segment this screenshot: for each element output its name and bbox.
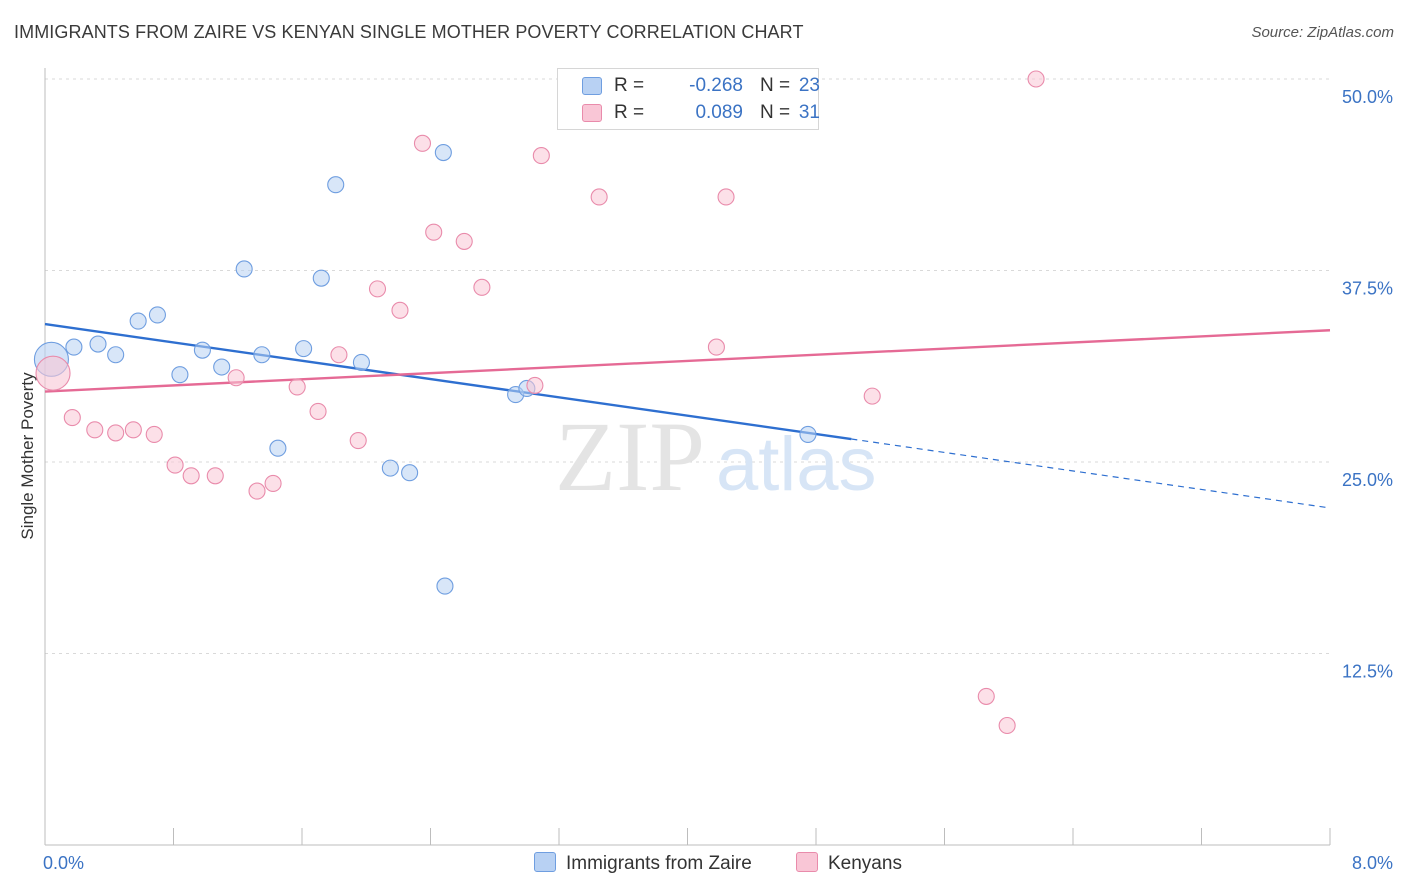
y-tick-label: 50.0% <box>1342 87 1393 107</box>
data-point-series-1 <box>248 482 266 500</box>
data-point-series-0 <box>193 341 211 359</box>
data-point-series-0 <box>401 464 419 482</box>
bottom-legend-kenyans: Kenyans <box>796 852 902 875</box>
data-point-series-1 <box>863 387 881 405</box>
data-point-series-1 <box>166 456 184 474</box>
data-point-series-0 <box>434 143 452 162</box>
x-tick-labels: 0.0% 8.0% <box>43 853 1393 873</box>
data-point-series-1 <box>368 280 387 298</box>
bottom-legend-label-kenyans: Kenyans <box>828 853 902 874</box>
data-point-series-1 <box>532 147 550 165</box>
bottom-legend-label-zaire: Immigrants from Zaire <box>566 853 752 874</box>
correlation-legend: R = -0.268 N = 23 R = 0.089 N = 31 <box>557 68 820 130</box>
data-point-series-1 <box>526 376 544 394</box>
x-tick-label: 8.0% <box>1352 853 1393 873</box>
data-point-series-1 <box>707 338 725 356</box>
data-point-series-1 <box>124 421 142 439</box>
legend-n-label: N = <box>760 102 791 123</box>
data-point-series-0 <box>148 306 166 324</box>
data-point-series-1 <box>998 716 1016 735</box>
data-point-series-0 <box>213 358 231 376</box>
data-point-series-0 <box>269 439 287 457</box>
data-point-series-0 <box>107 346 125 364</box>
data-point-series-1 <box>455 232 473 250</box>
data-point-series-1 <box>330 346 348 364</box>
data-point-series-0 <box>436 577 454 595</box>
data-point-series-0 <box>89 335 107 353</box>
gridlines <box>45 78 1330 654</box>
data-point-series-0 <box>65 338 83 356</box>
legend-r-value-kenyans: 0.089 <box>695 102 743 123</box>
data-point-series-1 <box>227 369 245 387</box>
y-tick-labels: 12.5% 25.0% 37.5% 50.0% <box>1342 87 1393 682</box>
data-point-series-1 <box>63 409 81 427</box>
data-point-series-1 <box>717 188 735 206</box>
source-credit: Source: ZipAtlas.com <box>1251 24 1394 41</box>
trend-line-0 <box>44 322 852 441</box>
watermark-zip: ZIP <box>555 401 705 512</box>
data-point-series-0 <box>312 269 330 287</box>
x-tick-label: 0.0% <box>43 853 84 873</box>
y-tick-label: 12.5% <box>1342 662 1393 682</box>
trend-line-extension-0 <box>851 438 1331 509</box>
data-point-series-1 <box>349 432 367 450</box>
data-point-series-1 <box>473 278 491 296</box>
data-point-series-1 <box>107 424 125 442</box>
data-point-series-1 <box>977 687 995 705</box>
trend-lines <box>44 322 1331 509</box>
data-point-series-0 <box>129 312 147 330</box>
data-point-series-0 <box>352 353 370 371</box>
data-points <box>33 70 1045 735</box>
data-point-series-1 <box>182 467 200 485</box>
data-point-series-0 <box>799 425 817 443</box>
watermark-atlas: atlas <box>716 422 877 507</box>
data-point-series-1 <box>413 134 432 152</box>
data-point-series-1 <box>425 223 443 241</box>
data-point-series-0 <box>235 260 253 278</box>
y-tick-label: 25.0% <box>1342 470 1393 490</box>
data-point-series-1 <box>264 474 282 492</box>
y-axis-label: Single Mother Poverty <box>18 372 37 540</box>
data-point-series-0 <box>171 366 189 384</box>
bottom-legend-swatch-zaire <box>534 852 556 872</box>
chart-title: IMMIGRANTS FROM ZAIRE VS KENYAN SINGLE M… <box>14 22 804 42</box>
data-point-series-0 <box>327 176 345 194</box>
data-point-series-1 <box>35 355 71 391</box>
legend-swatch-zaire <box>582 77 602 95</box>
data-point-series-0 <box>253 346 271 364</box>
legend-n-value-zaire: 23 <box>798 75 820 96</box>
data-point-series-1 <box>391 301 409 319</box>
data-point-series-1 <box>1027 70 1045 88</box>
data-point-series-1 <box>86 421 104 439</box>
legend-r-label: R = <box>614 75 645 96</box>
data-point-series-0 <box>295 340 313 358</box>
bottom-legend-swatch-kenyans <box>796 852 818 872</box>
data-point-series-1 <box>288 378 306 396</box>
legend-n-value-kenyans: 31 <box>798 102 820 123</box>
axes <box>44 68 1331 846</box>
data-point-series-0 <box>381 459 399 477</box>
data-point-series-1 <box>309 402 327 420</box>
trend-line-1 <box>44 329 1331 393</box>
bottom-legend-zaire: Immigrants from Zaire <box>534 852 752 875</box>
data-point-series-1 <box>206 467 224 485</box>
legend-r-value-zaire: -0.268 <box>689 75 743 96</box>
data-point-series-1 <box>145 425 163 443</box>
legend-n-label: N = <box>760 75 791 96</box>
legend-swatch-kenyans <box>582 104 602 122</box>
y-tick-label: 37.5% <box>1342 279 1393 299</box>
legend-r-label: R = <box>614 102 645 123</box>
data-point-series-1 <box>590 188 608 206</box>
